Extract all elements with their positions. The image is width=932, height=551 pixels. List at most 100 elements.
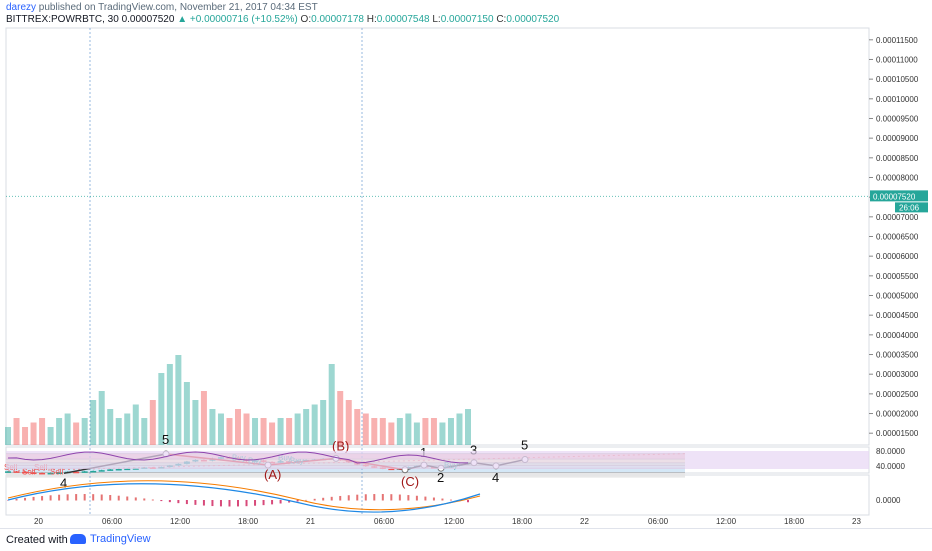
volume-bar — [311, 404, 318, 445]
candle-body — [90, 470, 97, 473]
candle-body — [98, 470, 105, 472]
macd-histogram-bar — [254, 500, 257, 506]
wave-label: 4 — [60, 475, 67, 490]
volume-bar — [243, 413, 250, 445]
volume-bar — [81, 418, 88, 445]
volume-bar — [456, 413, 463, 445]
price-chart[interactable]: 0.00011500 0.00011000 0.00010500 0.00010000… — [0, 0, 932, 528]
volume-bar — [345, 400, 352, 445]
time-tick-label: 12:00 — [444, 517, 465, 526]
wave-label: (A) — [264, 467, 281, 482]
close-value: 0.00007520 — [506, 14, 560, 25]
macd-histogram-bar — [330, 496, 333, 501]
last-price: 0.00007520 — [121, 14, 175, 25]
macd-tick-label: 0.0000 — [876, 496, 901, 505]
volume-bar — [422, 418, 429, 445]
time-tick-label: 06:00 — [374, 517, 395, 526]
tradingview-brand-link[interactable]: TradingView — [70, 533, 151, 545]
macd-histogram-bar — [228, 500, 231, 507]
wave-label: 3 — [470, 443, 477, 458]
price-tick-label: 0.00008000 — [876, 173, 919, 182]
volume-bar — [328, 364, 335, 445]
macd-histogram-bar — [356, 494, 359, 501]
price-tick-label: 0.00010000 — [876, 95, 919, 104]
macd-histogram-bar — [109, 495, 112, 501]
wave-label: (C) — [401, 474, 419, 489]
time-tick-label: 12:00 — [716, 517, 737, 526]
macd-histogram-bar — [100, 494, 103, 501]
volume-bar — [5, 427, 11, 445]
volume-bar — [107, 409, 114, 445]
macd-histogram-bar — [58, 494, 61, 501]
macd-histogram-bar — [424, 496, 427, 501]
macd-histogram-bar — [364, 494, 367, 501]
macd-histogram-bar — [390, 494, 393, 501]
rsi-tick-label: 80.0000 — [876, 447, 905, 456]
volume-bar — [98, 391, 105, 445]
author-link[interactable]: darezy — [6, 2, 37, 13]
macd-histogram-bar — [219, 500, 222, 507]
symbol-label: BITTREX:POWRBTC, 30 — [6, 14, 119, 25]
volume-bar — [166, 364, 173, 445]
volume-bar — [200, 391, 207, 445]
volume-bar — [217, 413, 224, 445]
price-tick-label: 0.00009000 — [876, 134, 919, 143]
volume-bar — [277, 418, 284, 445]
macd-histogram-bar — [7, 500, 9, 501]
open-value: 0.00007178 — [311, 14, 364, 25]
wave-label: 2 — [437, 470, 444, 485]
macd-histogram-bar — [313, 498, 316, 501]
macd-histogram-bar — [75, 494, 78, 501]
macd-line — [7, 483, 481, 513]
macd-histogram-bar — [177, 500, 180, 504]
volume-bar — [465, 409, 471, 445]
volume-bar — [149, 400, 156, 445]
price-tick-label: 0.00008500 — [876, 154, 919, 163]
macd-histogram-bar — [407, 495, 410, 501]
macd-histogram-bar — [49, 495, 52, 501]
price-tick-label: 0.00006500 — [876, 233, 919, 242]
price-tick-label: 0.00003500 — [876, 351, 919, 360]
price-tick-label: 0.00003000 — [876, 370, 919, 379]
volume-bar — [115, 418, 122, 445]
macd-signal-line — [7, 480, 481, 511]
volume-bar — [362, 413, 369, 445]
volume-bar — [430, 418, 437, 445]
main-pane — [5, 27, 870, 446]
volume-bar — [320, 400, 327, 445]
volume-bar — [337, 391, 344, 445]
time-tick-label: 18:00 — [784, 517, 805, 526]
volume-bar — [13, 418, 20, 445]
time-tick-label: 18:00 — [512, 517, 533, 526]
macd-histogram-bar — [288, 500, 291, 503]
tradingview-logo-icon — [70, 534, 86, 545]
wave-label: 4 — [492, 470, 499, 485]
macd-histogram-bar — [151, 499, 154, 501]
volume-bar — [47, 427, 54, 445]
countdown-tag — [895, 202, 928, 213]
macd-histogram-bar — [134, 497, 137, 501]
candle-body — [388, 468, 395, 471]
candle-body — [39, 472, 46, 475]
volume-bar — [294, 413, 301, 445]
volume-bar — [226, 418, 233, 445]
time-tick-label: 06:00 — [102, 517, 123, 526]
fib-band — [6, 472, 685, 478]
fib-band — [6, 468, 685, 473]
countdown-tag-label: 26:06 — [899, 203, 920, 212]
macd-histogram-bar — [32, 496, 35, 501]
volume-bar — [141, 418, 148, 445]
macd-histogram-bar — [185, 500, 188, 505]
footer-bar: Created with TradingView — [0, 528, 932, 551]
macd-histogram-bar — [245, 500, 248, 507]
signal-label: Sell — [50, 468, 64, 477]
macd-histogram-bar — [415, 495, 418, 501]
macd-histogram-bar — [66, 494, 69, 501]
volume-bar — [90, 400, 97, 445]
last-price-tag-label: 0.00007520 — [873, 192, 916, 201]
time-tick-label: 20 — [34, 517, 43, 526]
macd-histogram-bar — [373, 494, 376, 501]
last-price-tag — [870, 190, 928, 202]
volume-bar — [396, 418, 403, 445]
volume-bar — [132, 404, 139, 445]
